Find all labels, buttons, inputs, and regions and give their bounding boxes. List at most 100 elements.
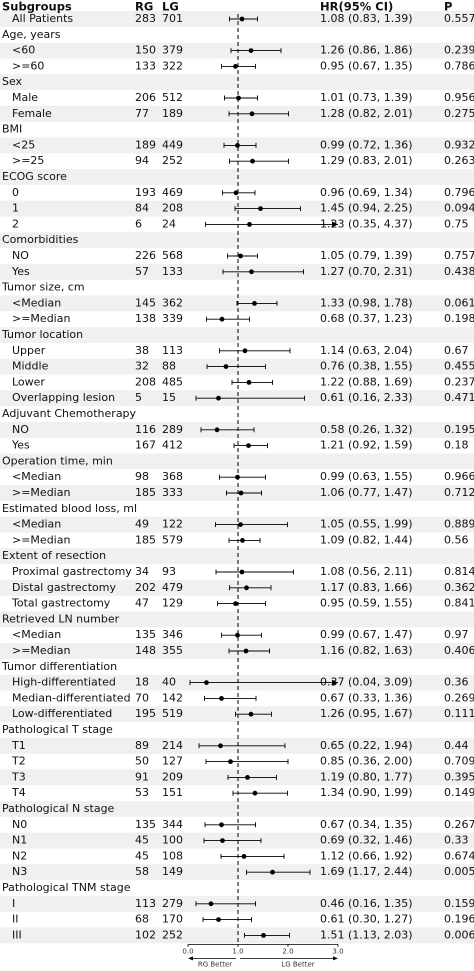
lg-count: 88 [162, 360, 176, 373]
p-value: 0.956 [444, 91, 474, 104]
p-value: 0.006 [444, 928, 474, 941]
hr-point [242, 348, 248, 354]
rg-count: 6 [135, 217, 142, 230]
subgroup-label: Male [12, 91, 38, 104]
p-value: 0.275 [444, 107, 474, 120]
group-label: Comorbidities [2, 233, 79, 246]
hr-point [233, 190, 239, 196]
rg-count: 47 [135, 597, 149, 610]
hr-ci: 0.76 (0.38, 1.55) [320, 360, 413, 373]
hr-ci: 1.19 (0.80, 1.77) [320, 770, 413, 783]
subgroup-label: T3 [11, 770, 26, 783]
hr-point [244, 585, 249, 591]
rg-count: 49 [135, 518, 149, 531]
p-value: 0.966 [444, 470, 474, 483]
rg-count: 77 [135, 107, 149, 120]
lg-count: 355 [162, 644, 183, 657]
hr-point [239, 569, 245, 575]
lg-count: 214 [162, 739, 183, 752]
subgroup-label: Total gastrectomy [11, 597, 111, 610]
group-label: Adjuvant Chemotherapy [2, 407, 137, 420]
hr-ci: 1.08 (0.83, 1.39) [320, 12, 413, 25]
lg-count: 208 [162, 202, 183, 215]
lg-count: 568 [162, 249, 183, 262]
p-value: 0.406 [444, 644, 474, 657]
row-shade [0, 548, 474, 565]
hr-point [246, 380, 252, 385]
hr-ci: 1.14 (0.63, 2.04) [320, 344, 413, 357]
hr-point [258, 206, 263, 212]
hr-point [239, 16, 245, 22]
rg-count: 193 [135, 186, 156, 199]
hr-point [243, 648, 249, 654]
group-label: Operation time, min [2, 454, 113, 467]
hr-ci: 0.68 (0.37, 1.23) [320, 312, 413, 325]
hr-ci: 1.33 (0.98, 1.78) [320, 296, 413, 309]
lg-count: 108 [162, 849, 183, 862]
p-value: 0.005 [444, 865, 474, 878]
hr-ci: 1.21 (0.92, 1.59) [320, 439, 413, 452]
p-value: 0.712 [444, 486, 474, 499]
p-value: 0.239 [444, 44, 474, 57]
lg-count: 170 [162, 913, 183, 926]
x-tick-label: 0.0 [182, 947, 193, 955]
hr-ci: 0.99 (0.72, 1.36) [320, 138, 413, 151]
subgroup-label: 0 [12, 186, 19, 199]
p-value: 0.889 [444, 518, 474, 531]
hr-ci: 1.05 (0.55, 1.99) [320, 518, 413, 531]
x-tick-label: 3.0 [332, 947, 343, 955]
lg-count: 322 [162, 59, 183, 72]
rg-count: 185 [135, 486, 156, 499]
lg-count: 149 [162, 865, 183, 878]
rg-count: 195 [135, 707, 156, 720]
hr-ci: 0.69 (0.32, 1.46) [320, 834, 413, 847]
hr-point [235, 143, 240, 148]
rg-count: 102 [135, 928, 156, 941]
group-label: Retrieved LN number [2, 612, 120, 625]
rg-count: 94 [135, 154, 149, 167]
lg-count: 15 [162, 391, 176, 404]
hr-ci: 1.26 (0.95, 1.67) [320, 707, 413, 720]
rg-count: 45 [135, 849, 149, 862]
rg-count: 208 [135, 375, 156, 388]
hr-ci: 1.01 (0.73, 1.39) [320, 91, 413, 104]
hr-ci: 0.96 (0.69, 1.34) [320, 186, 413, 199]
subgroup-label: NO [12, 249, 29, 262]
subgroup-label: N1 [12, 834, 27, 847]
row-shade [0, 74, 474, 91]
subgroup-label: Yes [11, 439, 30, 452]
subgroup-label: II [12, 913, 19, 926]
rg-count: 189 [135, 138, 156, 151]
hr-ci: 1.05 (0.79, 1.39) [320, 249, 413, 262]
row-shade [0, 453, 474, 470]
rg-count: 206 [135, 91, 156, 104]
p-value: 0.149 [444, 786, 474, 799]
hr-ci: 0.67 (0.34, 1.35) [320, 818, 413, 831]
p-value: 0.709 [444, 755, 474, 768]
lg-count: 142 [162, 691, 183, 704]
lg-count: 479 [162, 581, 183, 594]
rg-count: 58 [135, 865, 149, 878]
subgroup-label: I [12, 897, 15, 910]
lg-count: 485 [162, 375, 183, 388]
subgroup-label: <60 [12, 44, 35, 57]
p-value: 0.56 [444, 533, 469, 546]
rg-count: 135 [135, 628, 156, 641]
hr-point [249, 269, 254, 275]
hr-ci: 0.65 (0.22, 1.94) [320, 739, 413, 752]
subgroup-label: Low-differentiated [12, 707, 112, 720]
group-label: Age, years [2, 28, 61, 41]
row-shade [0, 801, 474, 817]
p-value: 0.263 [444, 154, 474, 167]
group-label: BMI [2, 123, 22, 136]
hr-point [233, 64, 238, 69]
hr-point [246, 443, 251, 448]
rg-count: 84 [135, 202, 149, 215]
rg-count: 45 [135, 834, 149, 847]
p-value: 0.36 [444, 676, 469, 689]
hr-point [223, 364, 229, 369]
hr-ci: 0.37 (0.04, 3.09) [320, 676, 413, 689]
group-label: Tumor location [1, 328, 83, 341]
subgroup-label: Distal gastrectomy [12, 581, 116, 594]
rg-count: 57 [135, 265, 149, 278]
